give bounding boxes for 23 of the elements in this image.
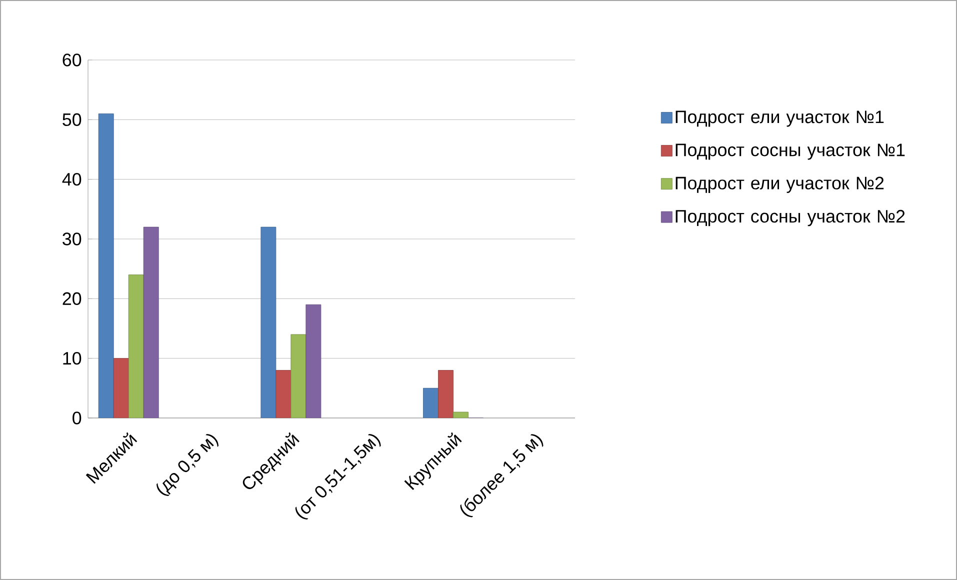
legend-label: Подрост ели участок №2 (676, 176, 884, 193)
y-tick-label: 0 (72, 412, 82, 424)
legend-label: Подрост сосны участок №1 (676, 144, 905, 160)
bar (290, 334, 306, 418)
bar (453, 412, 468, 418)
y-tick-label: 60 (62, 54, 82, 66)
legend-label: Подрост ели участок №1 (676, 110, 884, 127)
y-tick-label: 40 (62, 172, 82, 186)
y-tick-label: 10 (63, 352, 82, 365)
bar (113, 358, 129, 418)
bar (276, 370, 292, 418)
bar (438, 370, 454, 418)
y-tick-label: 20 (62, 292, 82, 305)
bar (128, 274, 144, 418)
bar (98, 113, 114, 418)
bar (260, 226, 276, 418)
bar (423, 388, 438, 418)
bar (143, 226, 159, 418)
y-tick-label: 50 (62, 113, 82, 126)
y-tick-label: 30 (62, 232, 82, 246)
x-tick-label: (до 0,5 м) (156, 434, 218, 496)
legend-label: Подрост сосны участок №2 (676, 210, 905, 226)
bar (306, 304, 322, 418)
